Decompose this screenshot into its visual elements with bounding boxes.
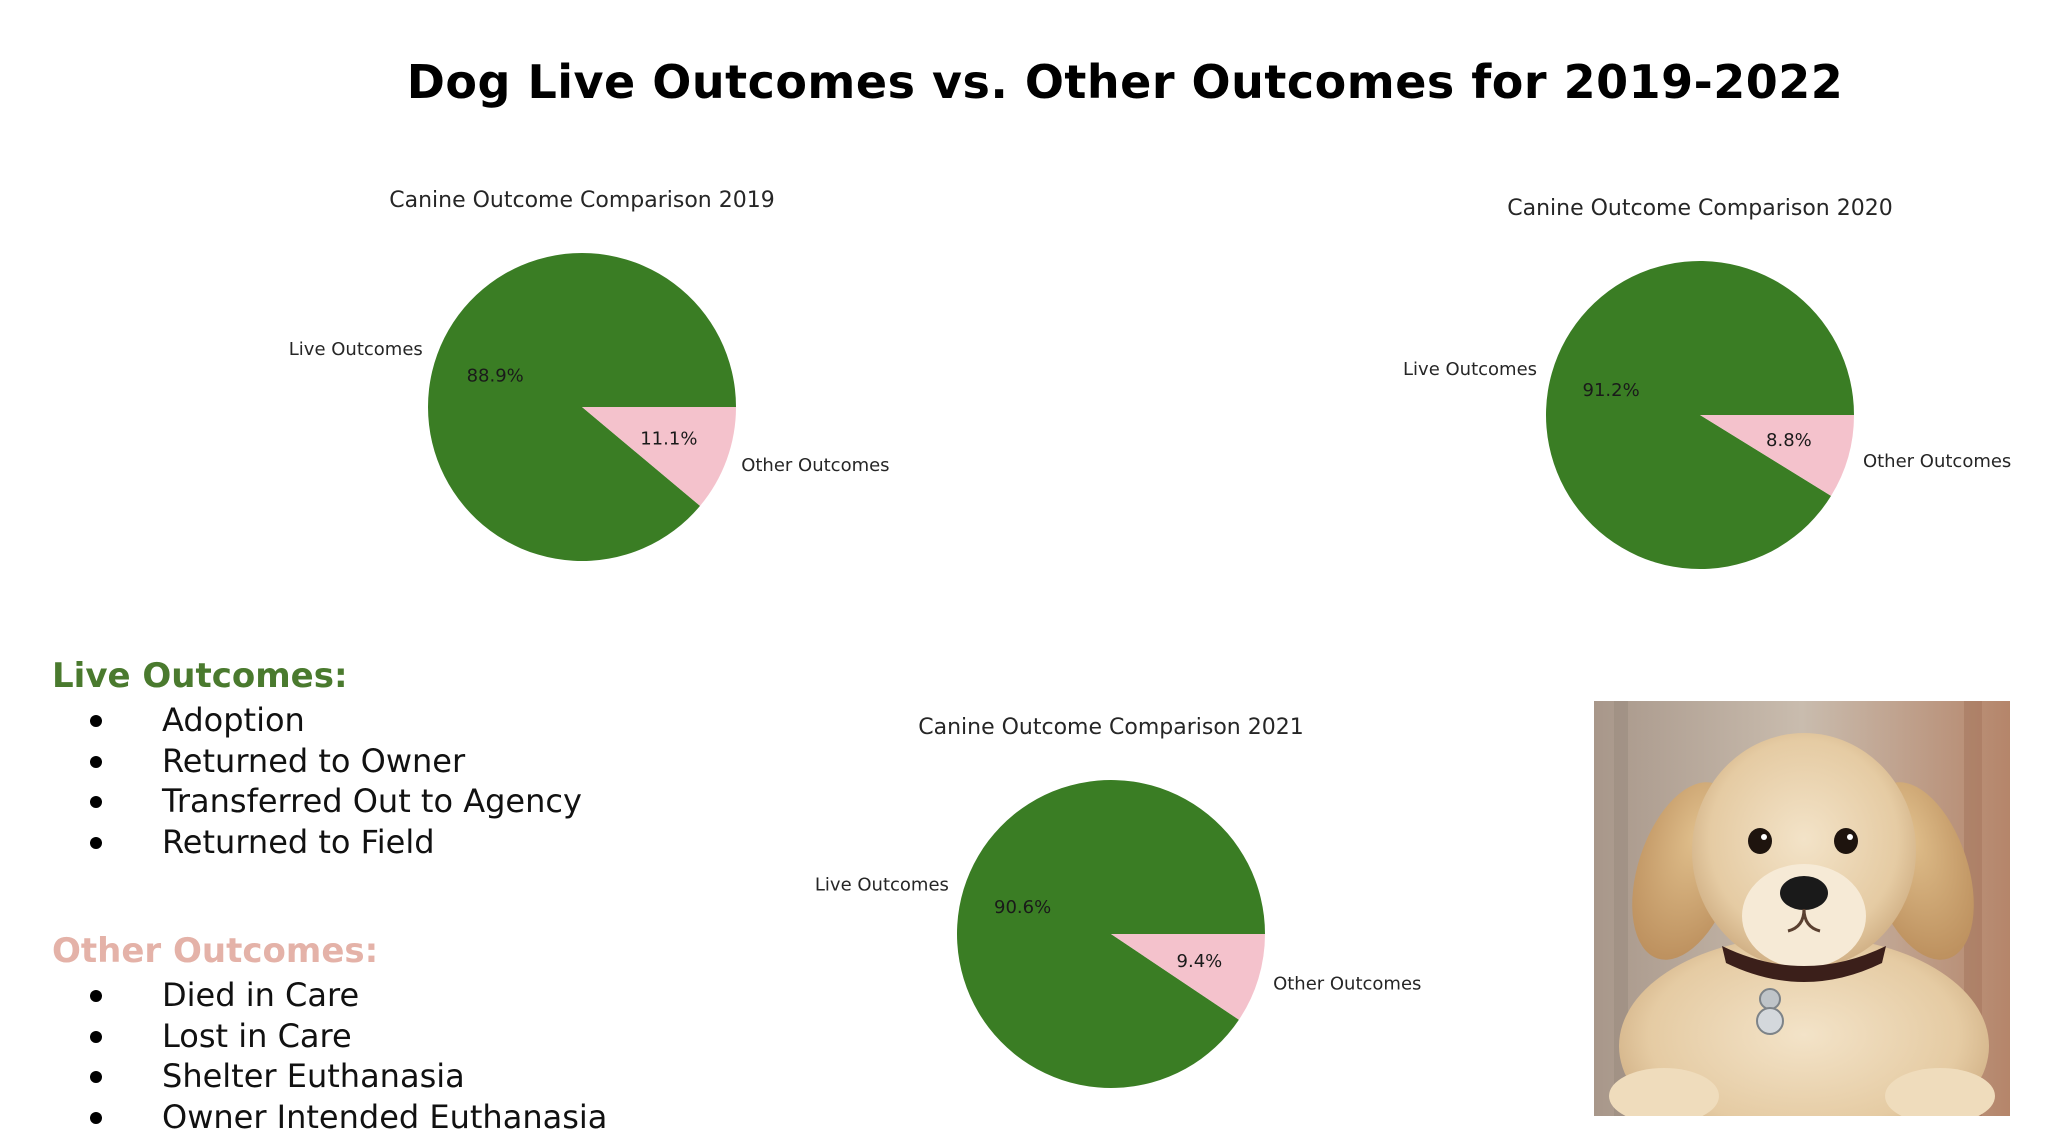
other-outcomes-list: Died in Care Lost in Care Shelter Euthan…: [52, 975, 607, 1137]
pie-percent-label: 91.2%: [1583, 380, 1640, 401]
list-item: Lost in Care: [52, 1016, 607, 1057]
puppy-photo: [1594, 701, 2010, 1116]
pie-category-label: Live Outcomes: [1403, 359, 1537, 380]
pie-percent-label: 90.6%: [994, 897, 1051, 918]
live-outcomes-list: Adoption Returned to Owner Transferred O…: [52, 700, 582, 862]
list-item: Died in Care: [52, 975, 607, 1016]
live-outcomes-heading: Live Outcomes:: [52, 656, 348, 696]
pie-slice-live: [1546, 260, 1854, 569]
pie-slice-other: [1111, 934, 1265, 1020]
pie-slice-live: [427, 253, 736, 562]
pie-percent-label: 11.1%: [640, 429, 697, 450]
pie-category-label: Live Outcomes: [289, 339, 423, 360]
pie-slice-live: [956, 780, 1265, 1089]
other-outcomes-legend: Other Outcomes: Died in Care Lost in Car…: [52, 931, 607, 1137]
pie-category-label: Other Outcomes: [741, 455, 889, 476]
pie-percent-label: 88.9%: [467, 365, 524, 386]
list-item: Transferred Out to Agency: [52, 781, 582, 822]
pie-slice-other: [582, 407, 736, 506]
list-item: Adoption: [52, 700, 582, 741]
page-title: Dog Live Outcomes vs. Other Outcomes for…: [406, 55, 1844, 109]
pie-title: Canine Outcome Comparison 2019: [389, 188, 774, 213]
list-item: Returned to Owner: [52, 741, 582, 782]
other-outcomes-heading: Other Outcomes:: [52, 931, 379, 971]
pie-category-label: Other Outcomes: [1863, 451, 2011, 472]
list-item: Shelter Euthanasia: [52, 1056, 607, 1097]
pie-title: Canine Outcome Comparison 2021: [918, 715, 1303, 740]
list-item: Owner Intended Euthanasia: [52, 1097, 607, 1138]
pie-percent-label: 9.4%: [1177, 951, 1223, 972]
pie-category-label: Live Outcomes: [815, 875, 949, 896]
list-item: Returned to Field: [52, 822, 582, 863]
pie-title: Canine Outcome Comparison 2020: [1507, 196, 1892, 221]
pie-category-label: Other Outcomes: [1273, 973, 1421, 994]
pie-slice-other: [1700, 415, 1854, 496]
pie-percent-label: 8.8%: [1766, 430, 1812, 451]
live-outcomes-legend: Live Outcomes: Adoption Returned to Owne…: [52, 656, 582, 862]
